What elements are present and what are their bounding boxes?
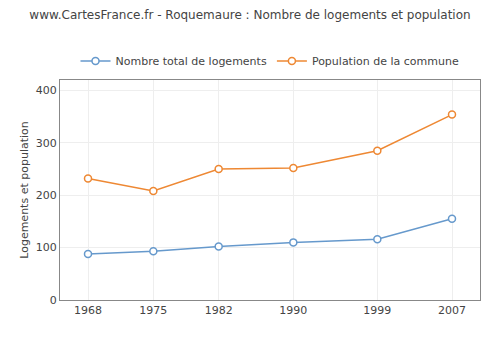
svg-text:300: 300 bbox=[36, 137, 57, 150]
svg-text:1968: 1968 bbox=[74, 304, 102, 317]
svg-text:Nombre total de logements: Nombre total de logements bbox=[116, 55, 267, 68]
svg-text:1975: 1975 bbox=[139, 304, 167, 317]
svg-text:1999: 1999 bbox=[363, 304, 391, 317]
svg-text:100: 100 bbox=[36, 241, 57, 254]
svg-text:Logements et population: Logements et population bbox=[18, 121, 31, 259]
svg-text:1990: 1990 bbox=[279, 304, 307, 317]
svg-text:0: 0 bbox=[50, 294, 57, 307]
svg-text:www.CartesFrance.fr - Roquemau: www.CartesFrance.fr - Roquemaure : Nombr… bbox=[29, 8, 470, 22]
svg-text:200: 200 bbox=[36, 189, 57, 202]
svg-text:1982: 1982 bbox=[205, 304, 233, 317]
svg-text:Population de la commune: Population de la commune bbox=[312, 55, 459, 68]
svg-text:400: 400 bbox=[36, 84, 57, 97]
svg-text:2007: 2007 bbox=[438, 304, 466, 317]
